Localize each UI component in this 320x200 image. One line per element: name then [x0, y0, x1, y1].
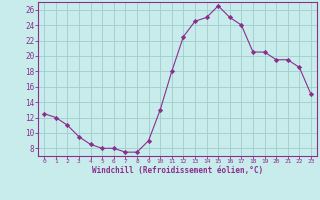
X-axis label: Windchill (Refroidissement éolien,°C): Windchill (Refroidissement éolien,°C) — [92, 166, 263, 175]
